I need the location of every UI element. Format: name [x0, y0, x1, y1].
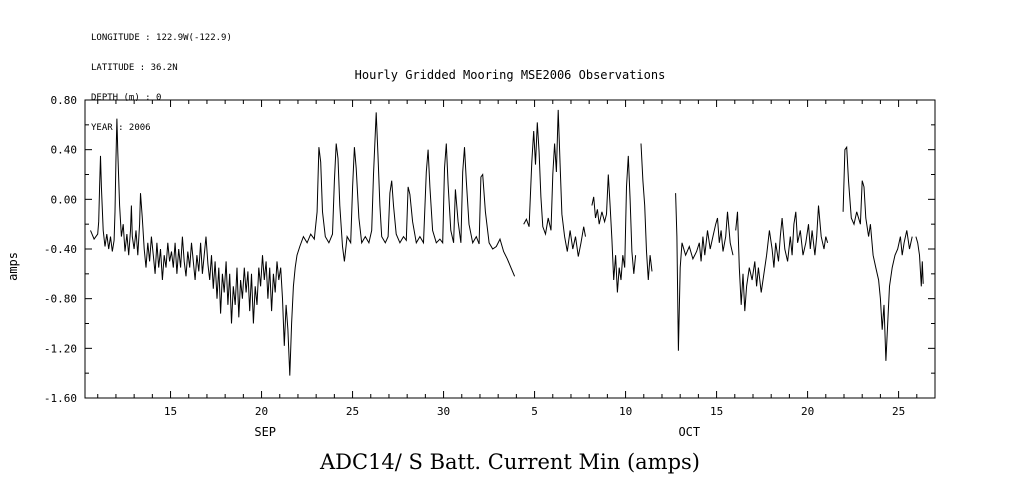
x-tick-label: 10 — [619, 405, 632, 418]
y-tick-label: -1.20 — [44, 342, 77, 355]
month-label-sep: SEP — [254, 425, 276, 439]
metadata-longitude: LONGITUDE : 122.9W(-122.9) — [91, 33, 232, 43]
x-tick-label: 15 — [710, 405, 723, 418]
y-tick-label: 0.80 — [51, 94, 78, 107]
metadata-block: LONGITUDE : 122.9W(-122.9) LATITUDE : 36… — [91, 13, 232, 153]
y-tick-label: 0.40 — [51, 144, 78, 157]
y-tick-label: 0.00 — [51, 193, 78, 206]
x-tick-label: 20 — [255, 405, 268, 418]
x-tick-label: 25 — [892, 405, 905, 418]
metadata-depth: DEPTH (m) : 0 — [91, 93, 162, 103]
x-tick-label: 25 — [346, 405, 359, 418]
bottom-title: ADC14/ S Batt. Current Min (amps) — [320, 450, 700, 474]
x-tick-label: 30 — [437, 405, 450, 418]
y-tick-label: -1.60 — [44, 392, 77, 405]
metadata-latitude: LATITUDE : 36.2N — [91, 63, 178, 73]
y-tick-label: -0.40 — [44, 243, 77, 256]
x-tick-label: 5 — [531, 405, 538, 418]
x-tick-label: 20 — [801, 405, 814, 418]
x-tick-label: 15 — [164, 405, 177, 418]
month-label-oct: OCT — [678, 425, 700, 439]
data-line — [90, 109, 924, 376]
metadata-year: YEAR : 2006 — [91, 123, 151, 133]
y-tick-label: -0.80 — [44, 293, 77, 306]
chart-title: Hourly Gridded Mooring MSE2006 Observati… — [354, 68, 666, 82]
plot-frame — [84, 99, 936, 399]
